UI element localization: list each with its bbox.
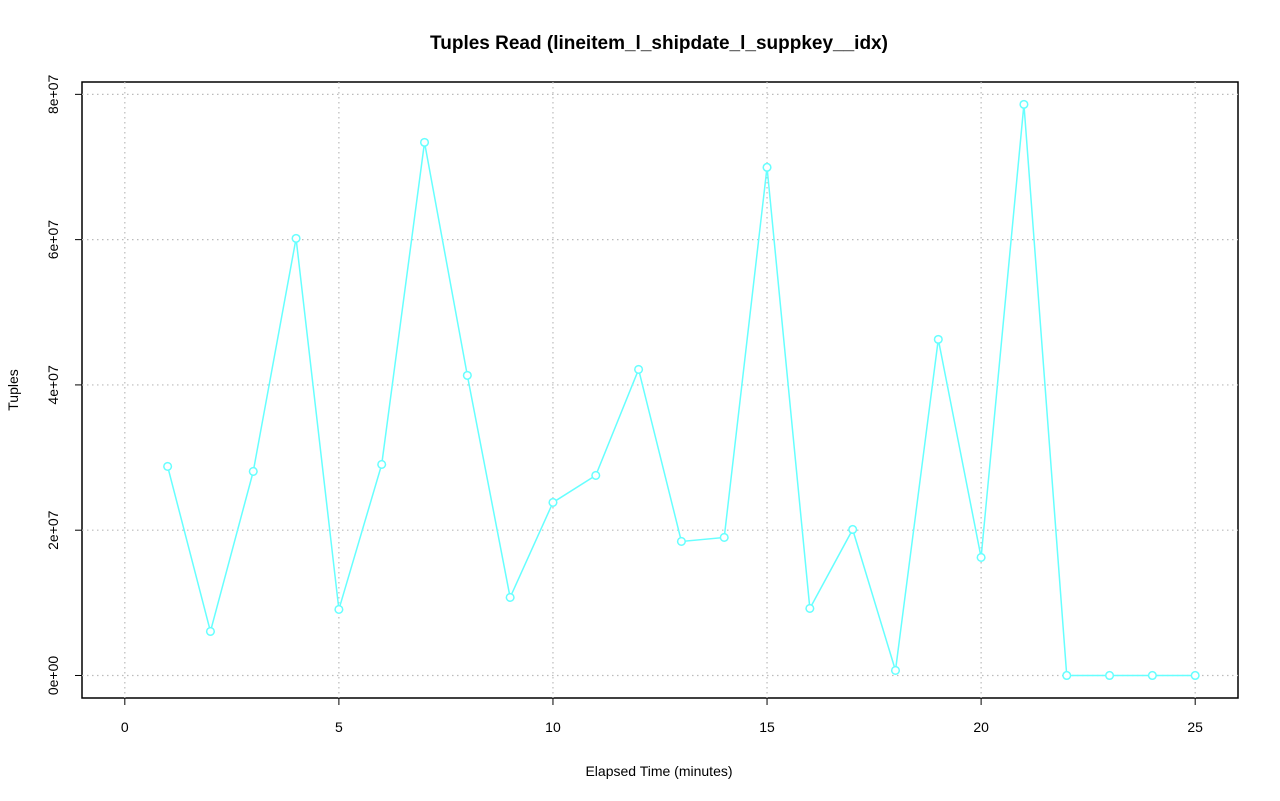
x-axis-label: Elapsed Time (minutes) <box>585 763 732 779</box>
x-tick-label: 15 <box>759 719 775 735</box>
x-tick-label: 0 <box>121 719 129 735</box>
y-tick-label: 6e+07 <box>45 220 61 260</box>
data-point <box>676 536 686 547</box>
x-tick-label: 10 <box>545 719 561 735</box>
x-tick-label: 20 <box>973 719 989 735</box>
y-tick-label: 0e+00 <box>45 656 61 696</box>
data-point <box>890 665 901 676</box>
x-tick-label: 25 <box>1187 719 1203 735</box>
data-point <box>334 604 344 615</box>
data-point <box>1147 670 1157 681</box>
data-point <box>419 137 430 147</box>
data-point <box>205 626 215 637</box>
data-point <box>1190 670 1200 681</box>
data-point <box>248 466 258 476</box>
y-tick-label: 8e+07 <box>45 74 61 114</box>
data-point <box>1105 670 1115 681</box>
plot-frame <box>81 81 1239 699</box>
data-point <box>377 459 387 470</box>
data-line <box>166 104 1196 677</box>
data-point <box>163 461 173 471</box>
chart-title: Tuples Read (lineitem_l_shipdate_l_suppk… <box>430 33 888 54</box>
data-point <box>591 470 601 480</box>
data-point <box>1019 99 1029 109</box>
x-tick-label: 5 <box>335 719 343 735</box>
y-tick-label: 2e+07 <box>45 510 61 550</box>
data-point <box>1062 670 1072 681</box>
data-point <box>291 233 301 243</box>
data-point <box>634 364 644 374</box>
data-point <box>548 497 558 507</box>
data-point <box>933 334 943 344</box>
data-point <box>976 552 986 562</box>
data-point <box>848 524 858 535</box>
y-axis-label: Tuples <box>5 369 21 411</box>
data-point <box>805 603 815 613</box>
y-tick-label: 4e+07 <box>45 365 61 405</box>
data-point <box>719 532 729 543</box>
data-point <box>505 592 515 603</box>
data-point <box>462 370 472 380</box>
data-point <box>762 162 772 172</box>
